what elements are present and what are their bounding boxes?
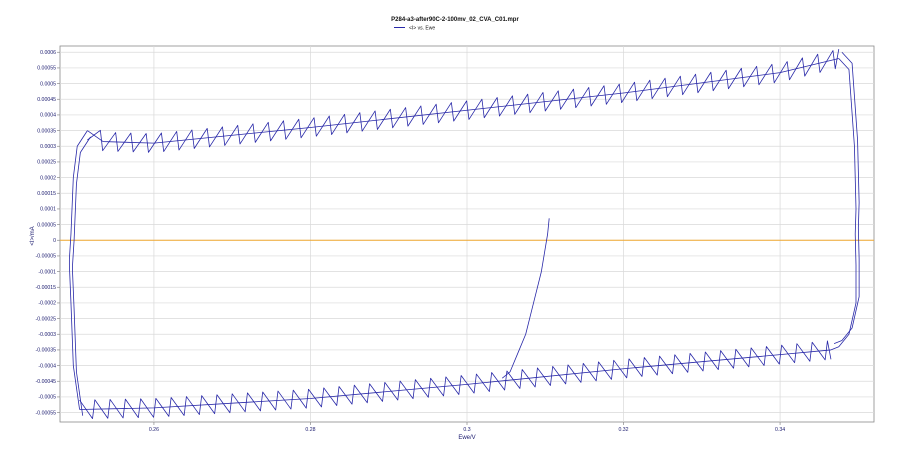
y-tick-label: -0.00005 <box>36 254 57 260</box>
y-tick-label: -0.00045 <box>36 379 57 385</box>
x-tick-label: 0.34 <box>775 427 785 433</box>
y-tick-label: 0.0004 <box>40 113 56 119</box>
y-axis-label: <I>/mA <box>30 226 36 245</box>
y-tick-label: 0.00005 <box>37 222 56 228</box>
y-tick-label: 0.0003 <box>40 144 56 150</box>
y-tick-label: -0.00035 <box>36 348 57 354</box>
y-tick-label: 0.00015 <box>37 191 56 197</box>
x-tick-label: 0.32 <box>618 427 628 433</box>
right-vertex-trace-2 <box>833 51 860 345</box>
y-tick-label: -0.00055 <box>36 410 57 416</box>
legend: <I> vs. Ewe <box>394 26 435 32</box>
left-vertex-trace <box>68 130 88 410</box>
left-vertex-trace-2 <box>72 136 91 416</box>
legend-entry: <I> vs. Ewe <box>409 26 435 32</box>
y-tick-label: -0.0005 <box>38 395 56 401</box>
x-tick-label: 0.28 <box>305 427 315 433</box>
y-tick-label: 0.0002 <box>40 175 56 181</box>
y-tick-label: -0.0001 <box>38 269 56 275</box>
y-tick-label: 0.0005 <box>40 81 56 87</box>
y-tick-label: -0.00025 <box>36 316 57 322</box>
x-tick-label: 0.3 <box>463 427 470 433</box>
y-tick-label: 0.0001 <box>40 207 56 213</box>
y-tick-label: 0.00025 <box>37 160 56 166</box>
y-tick-label: 0.00035 <box>37 128 56 134</box>
y-tick-label: 0.00045 <box>37 97 56 103</box>
series-layer <box>68 49 860 419</box>
y-tick-label: 0 <box>53 238 56 244</box>
x-axis-label: Ewe/V <box>458 435 475 441</box>
cathodic-sweep-mean <box>79 349 831 410</box>
anodic-sweep-mean <box>87 58 839 144</box>
y-axis: 0.0006 0.00055 0.0005 0.00045 0.0004 0.00035 0… <box>36 50 60 416</box>
x-axis: 0.26 0.28 0.3 0.32 0.34 <box>149 422 785 433</box>
x-tick-label: 0.26 <box>149 427 159 433</box>
y-tick-label: -0.0004 <box>38 363 56 369</box>
y-tick-label: -0.0003 <box>38 332 56 338</box>
right-vertex-trace <box>830 58 857 351</box>
y-tick-label: -0.0002 <box>38 301 56 307</box>
y-tick-label: 0.0006 <box>40 50 56 56</box>
y-tick-label: 0.00055 <box>37 66 56 72</box>
y-tick-label: -0.00015 <box>36 285 57 291</box>
initial-segment <box>501 218 550 379</box>
chart-title: P284-a3-after90C-2-100mv_02_CVA_C01.mpr <box>391 17 519 23</box>
